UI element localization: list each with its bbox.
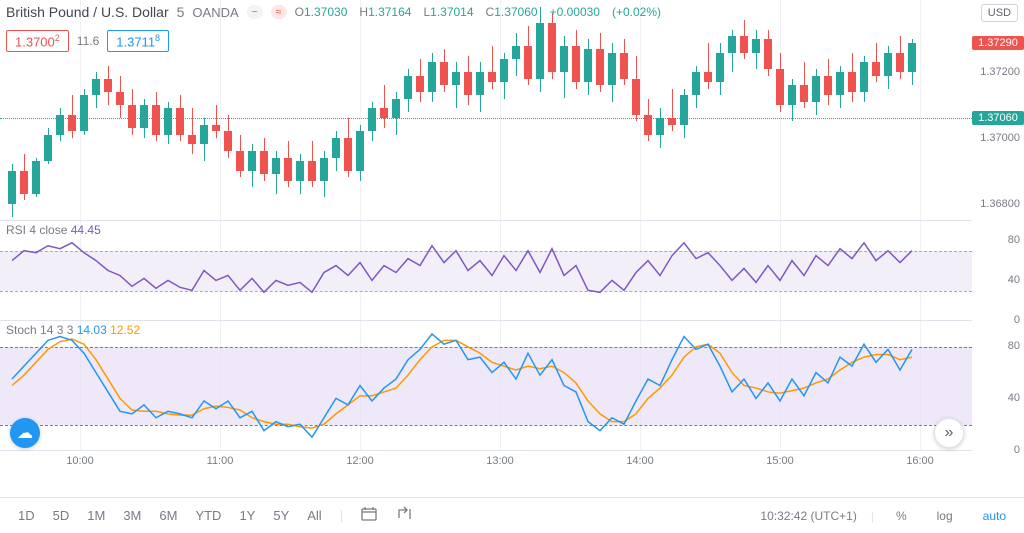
rsi-panel[interactable]: RSI 4 close 44.45 — [0, 220, 972, 320]
chevron-right-icon: » — [945, 424, 954, 442]
cloud-sync-button[interactable]: ☁ — [10, 418, 40, 448]
spread-badge: 11.6 — [77, 34, 99, 48]
price-axis-label: 1.37000 — [980, 132, 1020, 144]
stoch-axis-label: 80 — [1008, 340, 1020, 352]
close-price-badge: 1.37060 — [972, 111, 1024, 125]
range-1m-button[interactable]: 1M — [79, 504, 113, 527]
percent-scale-button[interactable]: % — [888, 505, 915, 527]
last-price-badge: 1.37290 — [972, 36, 1024, 50]
stoch-k-line — [12, 334, 912, 437]
time-axis-label: 15:00 — [766, 455, 794, 467]
range-all-button[interactable]: All — [299, 504, 329, 527]
time-axis-label: 13:00 — [486, 455, 514, 467]
range-1d-button[interactable]: 1D — [10, 504, 43, 527]
ask-badge[interactable]: 1.37118 — [107, 30, 169, 52]
bid-ask-badges: 1.37002 11.6 1.37118 — [6, 30, 169, 52]
time-axis-label: 12:00 — [346, 455, 374, 467]
chart-header: British Pound / U.S. Dollar 5 OANDA − ≈ … — [6, 4, 964, 20]
provider: OANDA — [192, 5, 238, 20]
time-axis-label: 11:00 — [207, 455, 234, 467]
rsi-line — [12, 243, 912, 293]
stoch-axis-label: 40 — [1008, 392, 1020, 404]
timeframe: 5 — [177, 4, 185, 20]
range-1y-button[interactable]: 1Y — [231, 504, 263, 527]
price-axis[interactable]: 1.372901.372001.370601.370001.368001.372… — [972, 0, 1024, 220]
range-ytd-button[interactable]: YTD — [187, 504, 229, 527]
scroll-to-latest-button[interactable]: » — [934, 418, 964, 448]
range-3m-button[interactable]: 3M — [115, 504, 149, 527]
stoch-panel[interactable]: Stoch 14 3 3 14.03 12.52 — [0, 320, 972, 450]
auto-scale-button[interactable]: auto — [975, 505, 1014, 527]
pill-compare-icon[interactable]: ≈ — [271, 5, 287, 19]
range-5y-button[interactable]: 5Y — [265, 504, 297, 527]
time-axis-label: 16:00 — [906, 455, 934, 467]
bid-badge[interactable]: 1.37002 — [6, 30, 69, 52]
stoch-axis-label: 0 — [1014, 444, 1020, 456]
symbol-title[interactable]: British Pound / U.S. Dollar — [6, 4, 169, 20]
pill-collapse-icon[interactable]: − — [247, 5, 263, 19]
bottom-toolbar: 1D5D1M3M6MYTD1Y5YAll | 10:32:42 (UTC+1) … — [0, 497, 1024, 533]
cloud-icon: ☁ — [17, 423, 33, 443]
close-price-line — [0, 118, 972, 119]
rsi-axis[interactable]: 80400 — [972, 220, 1024, 320]
goto-date-button[interactable] — [389, 503, 423, 528]
price-axis-label: 1.37200 — [980, 66, 1020, 78]
calendar-button[interactable] — [353, 503, 385, 528]
ohlc-readout: O1.37030 H1.37164 L1.37014 C1.37060 +0.0… — [295, 5, 661, 19]
price-axis-label: 1.36800 — [980, 198, 1020, 210]
log-scale-button[interactable]: log — [929, 505, 961, 527]
time-axis-label: 14:00 — [626, 455, 654, 467]
stoch-axis[interactable]: 80400 — [972, 320, 1024, 450]
range-6m-button[interactable]: 6M — [151, 504, 185, 527]
rsi-axis-label: 80 — [1008, 234, 1020, 246]
stoch-d-line — [12, 339, 912, 428]
rsi-axis-label: 40 — [1008, 274, 1020, 286]
time-axis-label: 10:00 — [66, 455, 94, 467]
clock-label: 10:32:42 (UTC+1) — [760, 509, 856, 523]
rsi-label[interactable]: RSI 4 close 44.45 — [6, 223, 101, 237]
currency-badge[interactable]: USD — [981, 4, 1018, 22]
stoch-label[interactable]: Stoch 14 3 3 14.03 12.52 — [6, 323, 140, 337]
range-5d-button[interactable]: 5D — [45, 504, 78, 527]
time-axis[interactable]: 10:00 11:00 12:00 13:00 14:00 15:00 16:00 — [0, 450, 972, 474]
